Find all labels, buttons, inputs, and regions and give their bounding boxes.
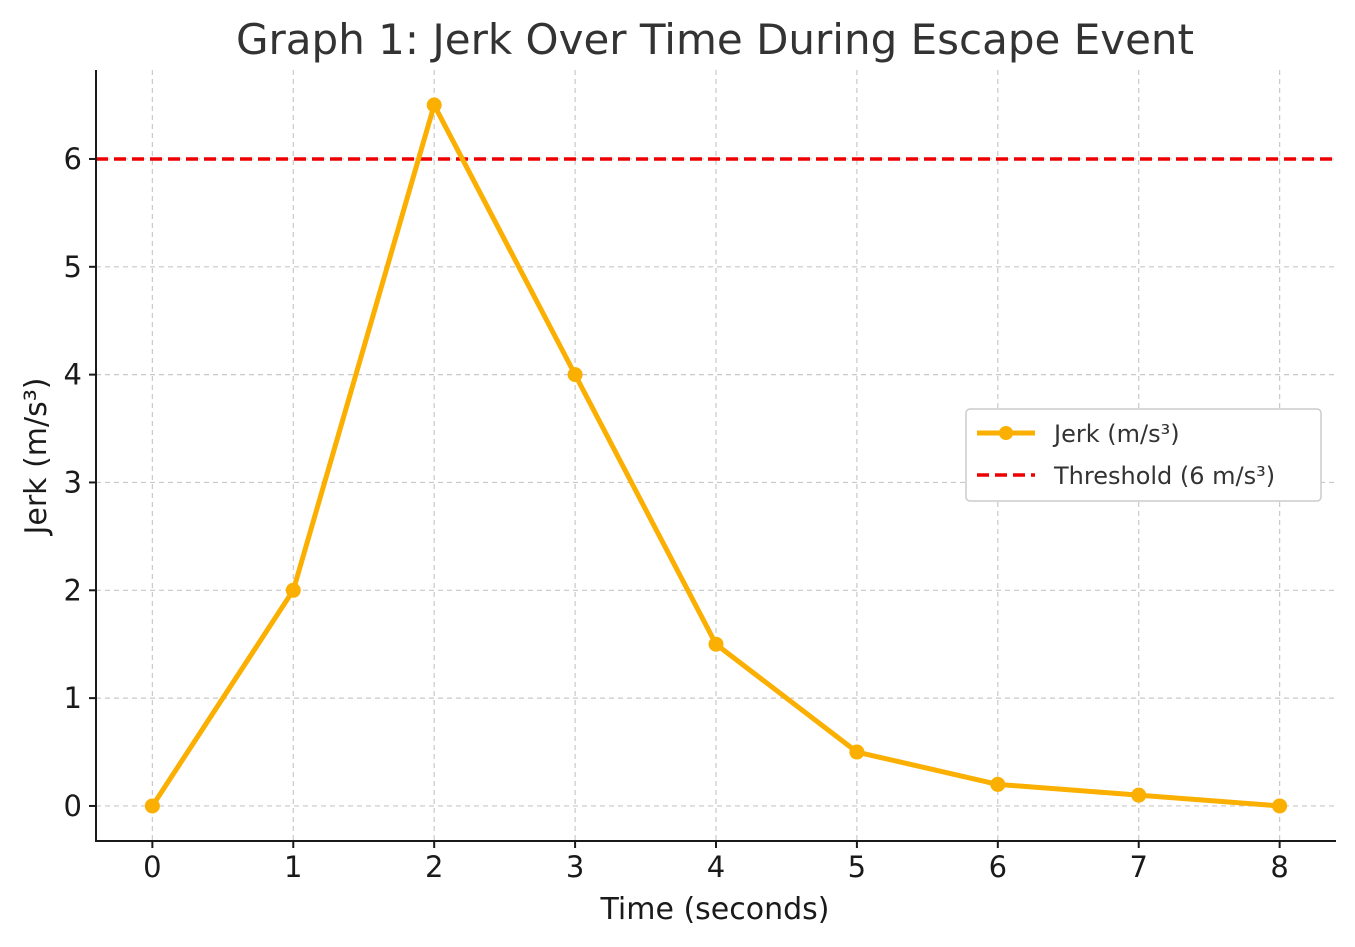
x-tick-label: 3 [566,850,584,884]
chart-title: Graph 1: Jerk Over Time During Escape Ev… [236,15,1194,64]
data-point [708,636,724,652]
y-tick-label: 2 [64,573,82,607]
y-tick-label: 6 [64,142,82,176]
data-point [990,776,1006,792]
grid-layer [96,70,1336,841]
x-tick-label: 0 [143,850,161,884]
data-point [285,582,301,598]
legend-threshold-label: Threshold (6 m/s³) [1053,462,1275,490]
data-point [426,97,442,113]
x-tick-label: 8 [1270,850,1288,884]
legend-jerk-marker [999,426,1013,440]
data-point [1131,787,1147,803]
x-tick-label: 1 [284,850,302,884]
y-axis-label: Jerk (m/s³) [19,378,54,537]
tick-layer: 0 1 2 3 4 5 6 7 8 0 1 2 3 4 5 6 [64,142,1289,884]
x-tick-label: 4 [707,850,725,884]
x-tick-label: 5 [848,850,866,884]
data-point [567,367,583,383]
legend-jerk-label: Jerk (m/s³) [1052,420,1180,448]
x-tick-label: 6 [989,850,1007,884]
data-point [144,798,160,814]
x-tick-label: 2 [425,850,443,884]
x-tick-label: 7 [1130,850,1148,884]
legend-box [965,408,1322,502]
legend: Jerk (m/s³) Threshold (6 m/s³) [965,408,1322,502]
y-tick-label: 0 [64,789,82,823]
y-tick-label: 3 [64,465,82,499]
data-point [849,744,865,760]
data-point [1272,798,1288,814]
series-layer [144,97,1288,814]
x-axis-label: Time (seconds) [600,892,830,927]
y-tick-label: 4 [64,358,82,392]
y-tick-label: 1 [64,681,82,715]
y-tick-label: 5 [64,250,82,284]
